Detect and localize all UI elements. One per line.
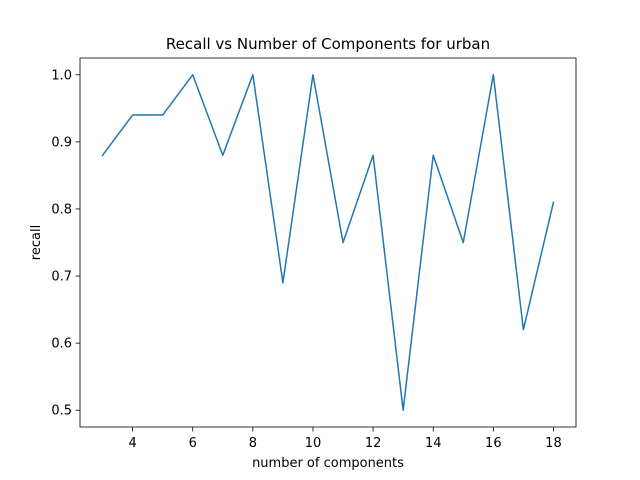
series-line xyxy=(101,74,555,411)
x-tick-label: 18 xyxy=(545,436,562,451)
y-tick-label: 1.0 xyxy=(51,68,72,83)
y-tick-label: 0.8 xyxy=(51,202,72,217)
plot-area xyxy=(80,58,576,427)
y-tick-label: 0.6 xyxy=(51,337,72,352)
x-tick-label: 16 xyxy=(485,436,502,451)
series-layer xyxy=(101,74,555,411)
x-tick-label: 12 xyxy=(365,436,382,451)
y-tick-label: 0.5 xyxy=(51,404,72,419)
x-tick-label: 8 xyxy=(249,436,257,451)
x-tick-label: 6 xyxy=(189,436,197,451)
x-axis: 4 6 8 10 12 14 16 18 xyxy=(128,427,562,451)
y-axis-label: recall xyxy=(29,225,44,260)
x-tick-label: 10 xyxy=(305,436,322,451)
y-tick-label: 0.7 xyxy=(51,270,72,285)
x-tick-label: 14 xyxy=(425,436,442,451)
x-axis-label: number of components xyxy=(252,456,404,471)
y-axis: 0.5 0.6 0.7 0.8 0.9 1.0 xyxy=(51,68,80,419)
chart-title: Recall vs Number of Components for urban xyxy=(166,35,490,53)
y-tick-label: 0.9 xyxy=(51,135,72,150)
plot-frame xyxy=(79,57,577,428)
x-tick-label: 4 xyxy=(128,436,136,451)
